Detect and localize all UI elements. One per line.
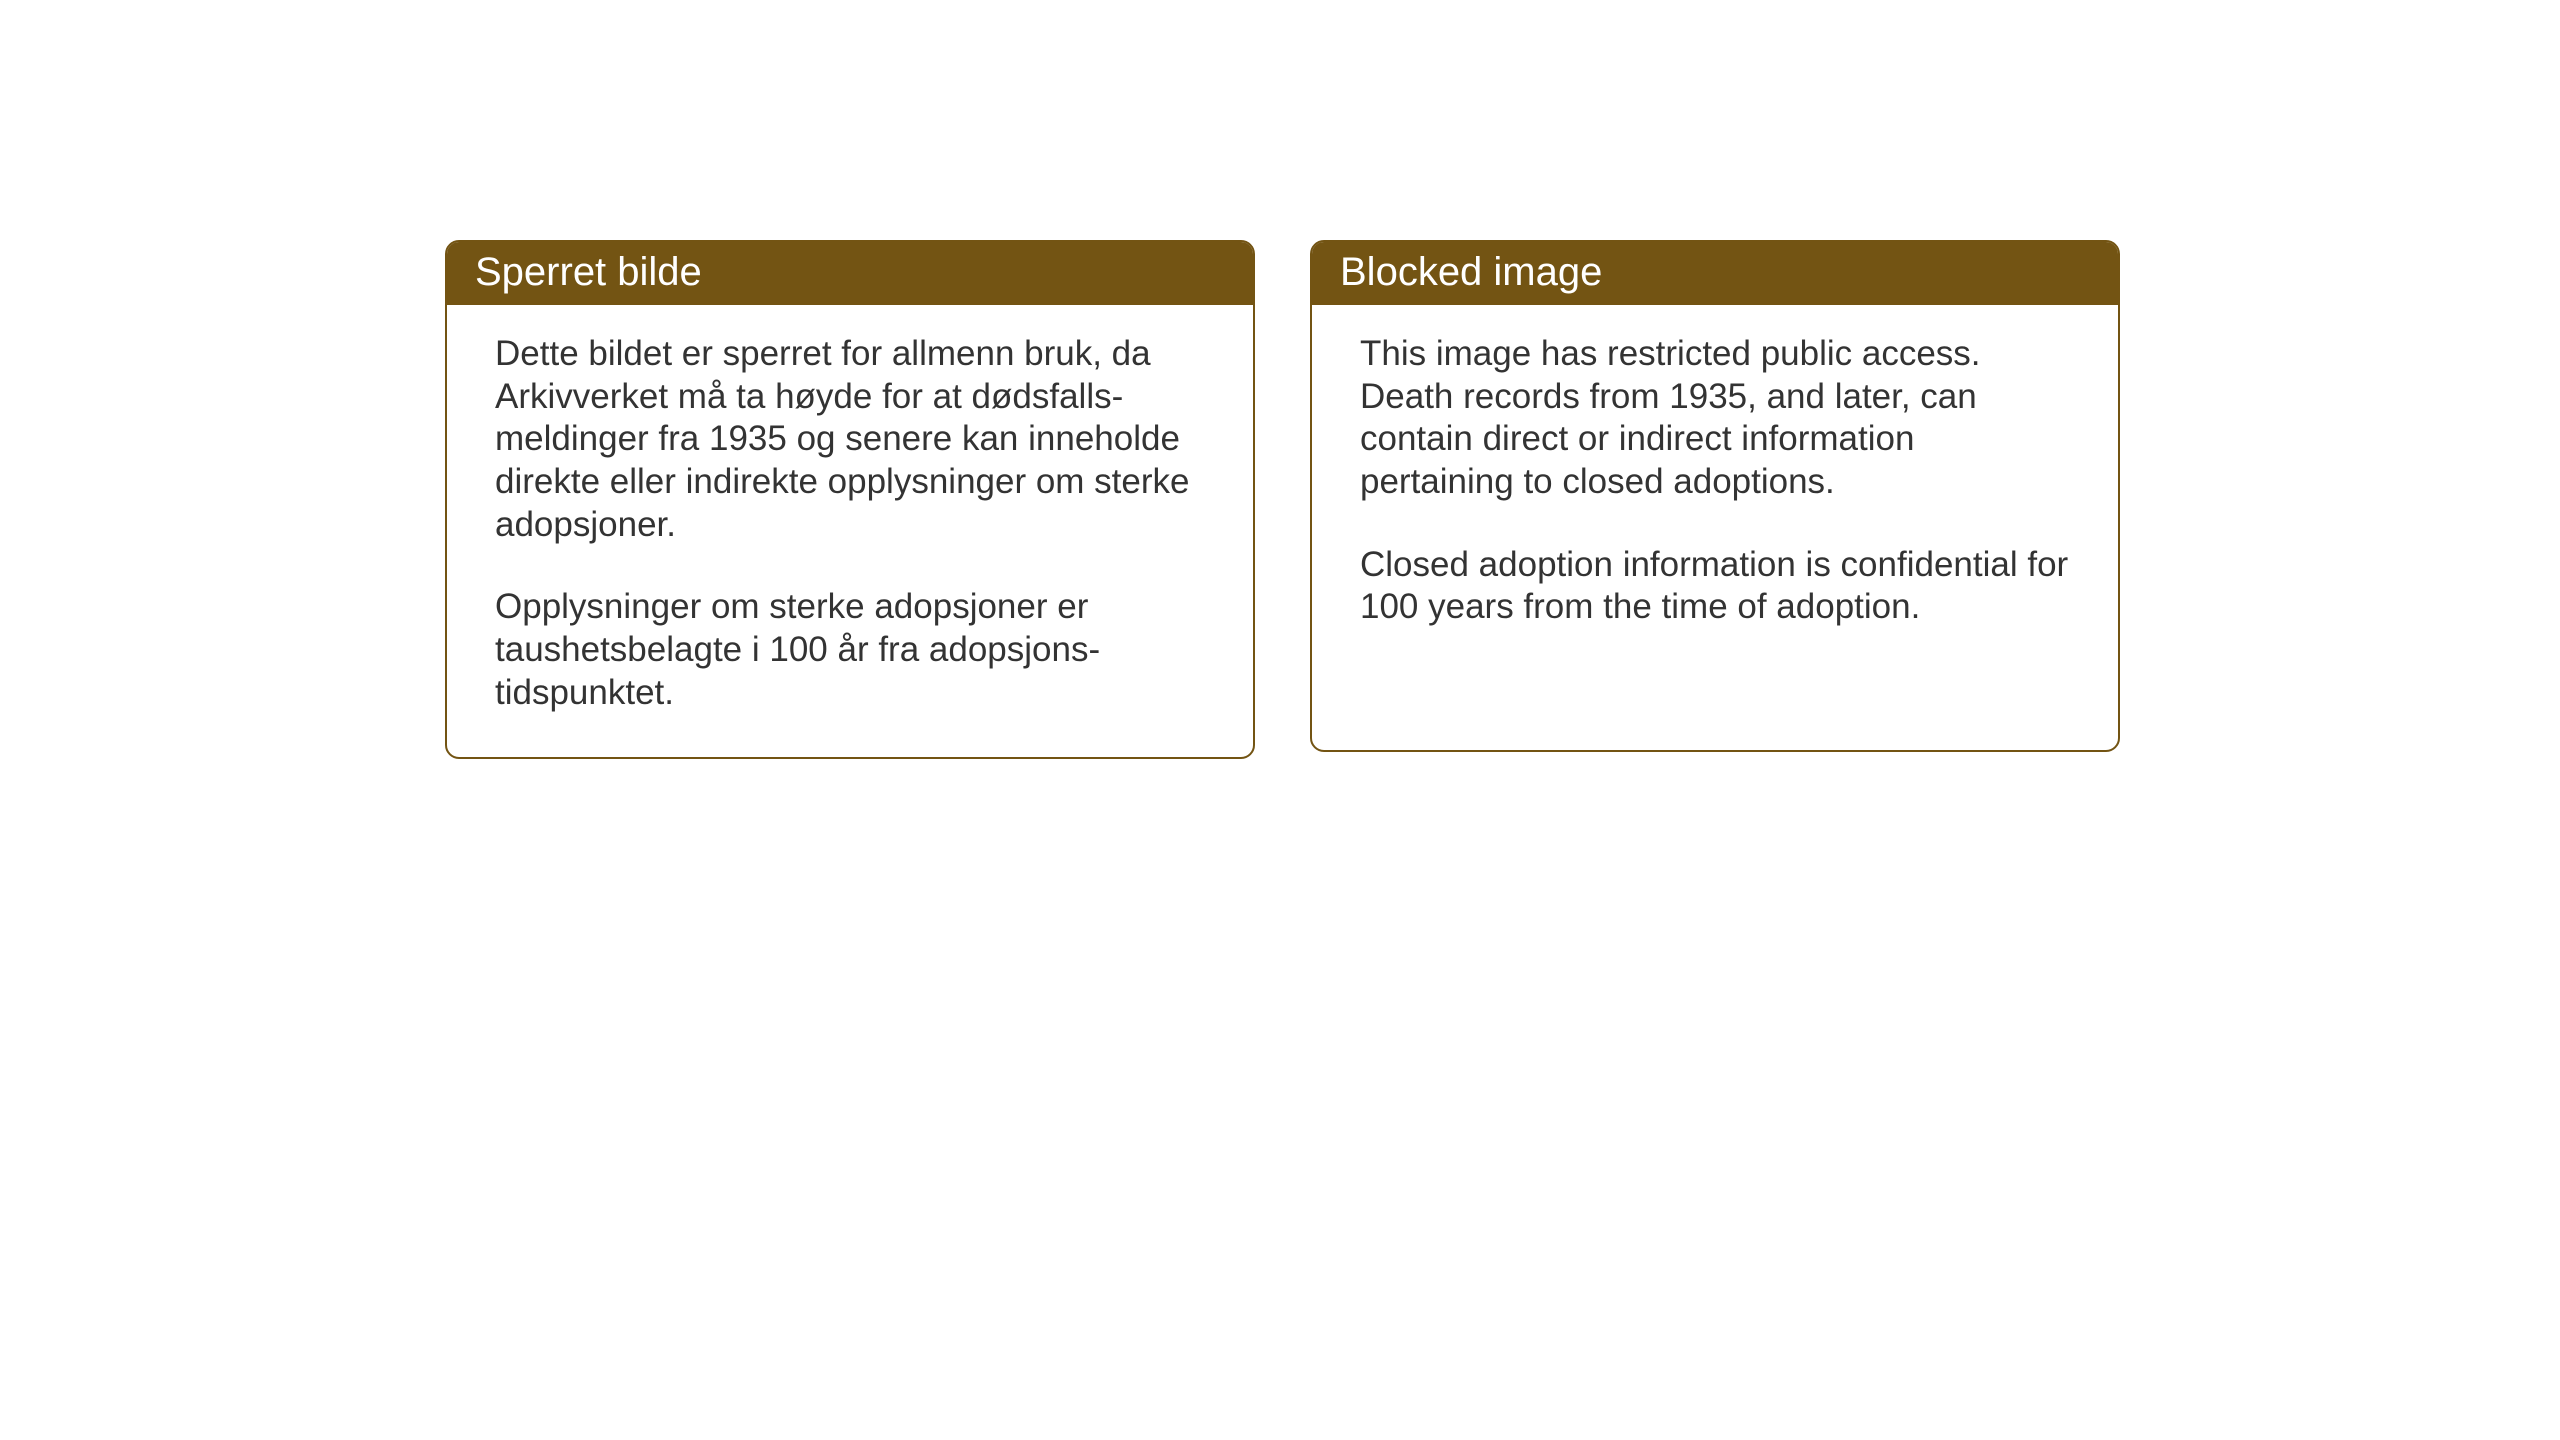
english-box-title: Blocked image — [1312, 242, 2118, 305]
english-notice-box: Blocked image This image has restricted … — [1310, 240, 2120, 752]
norwegian-paragraph-1: Dette bildet er sperret for allmenn bruk… — [495, 333, 1205, 546]
english-paragraph-1: This image has restricted public access.… — [1360, 333, 2070, 504]
english-box-body: This image has restricted public access.… — [1312, 305, 2118, 671]
norwegian-box-title: Sperret bilde — [447, 242, 1253, 305]
notice-container: Sperret bilde Dette bildet er sperret fo… — [445, 240, 2120, 759]
norwegian-paragraph-2: Opplysninger om sterke adopsjoner er tau… — [495, 586, 1205, 714]
norwegian-box-body: Dette bildet er sperret for allmenn bruk… — [447, 305, 1253, 757]
norwegian-notice-box: Sperret bilde Dette bildet er sperret fo… — [445, 240, 1255, 759]
english-paragraph-2: Closed adoption information is confident… — [1360, 544, 2070, 629]
